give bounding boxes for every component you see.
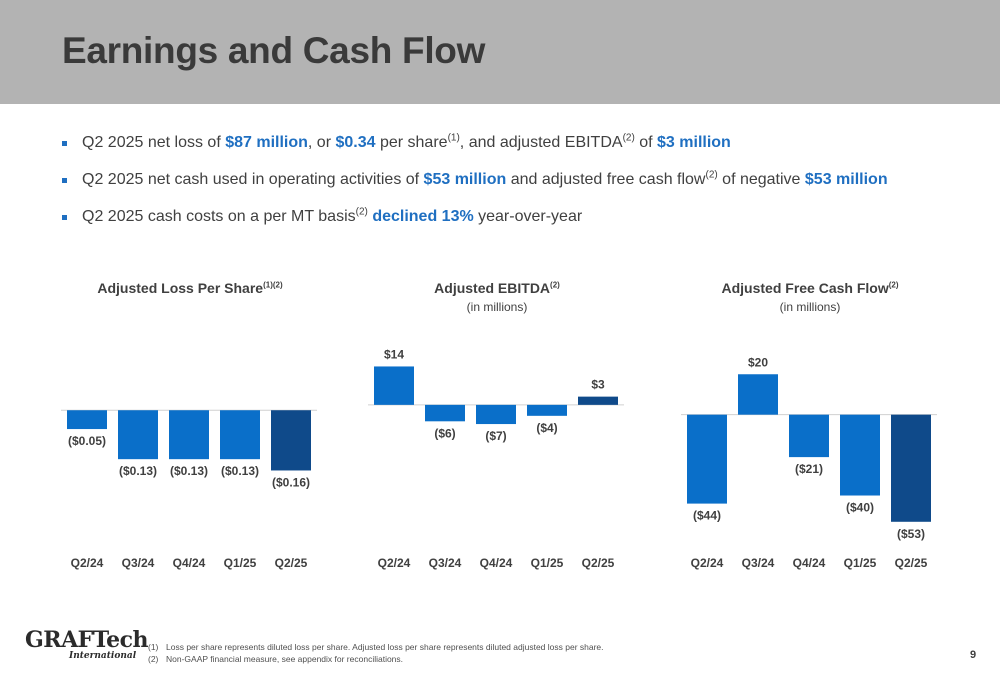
bullet-marker <box>62 178 67 183</box>
bullet-text: year-over-year <box>473 208 583 225</box>
category-label: Q3/24 <box>742 556 775 570</box>
category-label: Q2/25 <box>275 556 308 570</box>
bullet-text: per share <box>375 134 448 151</box>
chart-svg: ($0.05) Q2/24 ($0.13) Q3/24 ($0.13) Q4/24 ($0.… <box>61 409 317 570</box>
footnote-ref: (2) <box>355 206 368 218</box>
data-label: ($21) <box>795 462 823 476</box>
bullet-item: Q2 2025 net loss of $87 million, or $0.3… <box>62 133 982 153</box>
highlight-text: $3 million <box>657 134 731 151</box>
data-label: ($4) <box>536 421 557 435</box>
data-label: $14 <box>384 347 404 361</box>
data-label: ($53) <box>897 527 925 541</box>
chart-adjusted-free-cash-flow: Adjusted Free Cash Flow(2) (in millions)… <box>665 270 955 590</box>
bullet-text: Q2 2025 net cash used in operating activ… <box>82 171 424 188</box>
footnote-ref: (1) <box>447 132 460 144</box>
data-label: $3 <box>591 378 605 392</box>
bar <box>67 410 107 430</box>
bullet-text: of <box>634 134 658 151</box>
category-label: Q2/25 <box>895 556 928 570</box>
bullet-list: Q2 2025 net loss of $87 million, or $0.3… <box>62 133 982 244</box>
bar <box>891 414 931 522</box>
data-label: ($44) <box>693 509 721 523</box>
bullet-item: Q2 2025 cash costs on a per MT basis(2) … <box>62 207 982 227</box>
logo-subtitle: International <box>69 651 137 661</box>
bullet-text: , and adjusted EBITDA <box>459 134 623 151</box>
chart-title: Adjusted Loss Per Share(1)(2) <box>97 280 283 296</box>
category-label: Q1/25 <box>531 556 564 570</box>
bullet-text: of negative <box>717 171 805 188</box>
bullet-text: Q2 2025 cash costs on a per MT basis <box>82 208 356 225</box>
highlight-text: $87 million <box>225 134 308 151</box>
data-label: ($6) <box>434 426 455 440</box>
bar <box>527 404 567 416</box>
header-band <box>0 0 1000 104</box>
footnotes: (1) Loss per share represents diluted los… <box>148 641 604 665</box>
bar <box>738 374 778 415</box>
logo-wordmark: GRAFTech <box>25 627 149 653</box>
bar <box>220 410 260 460</box>
category-label: Q2/24 <box>691 556 724 570</box>
data-label: $20 <box>748 355 768 369</box>
data-label: ($0.13) <box>119 464 157 478</box>
chart-svg: $14 Q2/24 ($6) Q3/24 ($7) Q4/24 ($4) Q1/25 $3 Q2/… <box>368 347 624 570</box>
bar <box>169 410 209 460</box>
footnote-1: (1) Loss per share represents diluted los… <box>148 642 604 652</box>
bullet-text: , or <box>307 134 336 151</box>
chart-adjusted-loss-per-share: Adjusted Loss Per Share(1)(2) ($0.05) Q2/… <box>45 270 335 590</box>
bar <box>374 366 414 405</box>
chart-title: Adjusted Free Cash Flow(2) <box>721 280 899 296</box>
chart-adjusted-ebitda: Adjusted EBITDA(2) (in millions) $14 Q2/2… <box>352 270 642 590</box>
graftech-logo: GRAFTech International <box>25 627 149 667</box>
chart-title: Adjusted EBITDA(2) <box>434 280 560 296</box>
bar <box>840 414 880 496</box>
footnote-ref: (2) <box>705 169 718 181</box>
bar <box>476 404 516 425</box>
category-label: Q2/24 <box>378 556 411 570</box>
bullet-marker <box>62 141 67 146</box>
bullet-marker <box>62 215 67 220</box>
highlight-text: $53 million <box>804 171 888 188</box>
category-label: Q3/24 <box>429 556 462 570</box>
page-title: Earnings and Cash Flow <box>62 30 486 71</box>
bar <box>118 410 158 460</box>
highlight-text: $0.34 <box>335 134 376 151</box>
data-label: ($7) <box>485 429 506 443</box>
footnote-2: (2) Non-GAAP financial measure, see appen… <box>148 654 404 664</box>
bar <box>425 404 465 422</box>
category-label: Q4/24 <box>793 556 826 570</box>
chart-subtitle: (in millions) <box>779 300 841 314</box>
bullet-item: Q2 2025 net cash used in operating activ… <box>62 170 982 190</box>
category-label: Q4/24 <box>173 556 206 570</box>
data-label: ($0.13) <box>221 464 259 478</box>
footnote-ref: (2) <box>622 132 635 144</box>
category-label: Q1/25 <box>224 556 257 570</box>
bar <box>271 410 311 471</box>
category-label: Q2/25 <box>582 556 615 570</box>
bar <box>789 414 829 458</box>
chart-subtitle: (in millions) <box>466 300 528 314</box>
data-label: ($0.05) <box>68 434 106 448</box>
category-label: Q3/24 <box>122 556 155 570</box>
highlight-text: $53 million <box>423 171 507 188</box>
category-label: Q1/25 <box>844 556 877 570</box>
bullet-text: and adjusted free cash flow <box>506 171 706 188</box>
bar <box>687 414 727 504</box>
page-number: 9 <box>970 649 977 661</box>
bar <box>578 396 618 405</box>
category-label: Q2/24 <box>71 556 104 570</box>
category-label: Q4/24 <box>480 556 513 570</box>
chart-svg: ($44) Q2/24 $20 Q3/24 ($21) Q4/24 ($40) Q1/25 ($… <box>681 355 937 570</box>
data-label: ($40) <box>846 501 874 515</box>
data-label: ($0.16) <box>272 475 310 489</box>
highlight-text: declined 13% <box>372 208 474 225</box>
bullet-text: Q2 2025 net loss of <box>82 134 226 151</box>
data-label: ($0.13) <box>170 464 208 478</box>
